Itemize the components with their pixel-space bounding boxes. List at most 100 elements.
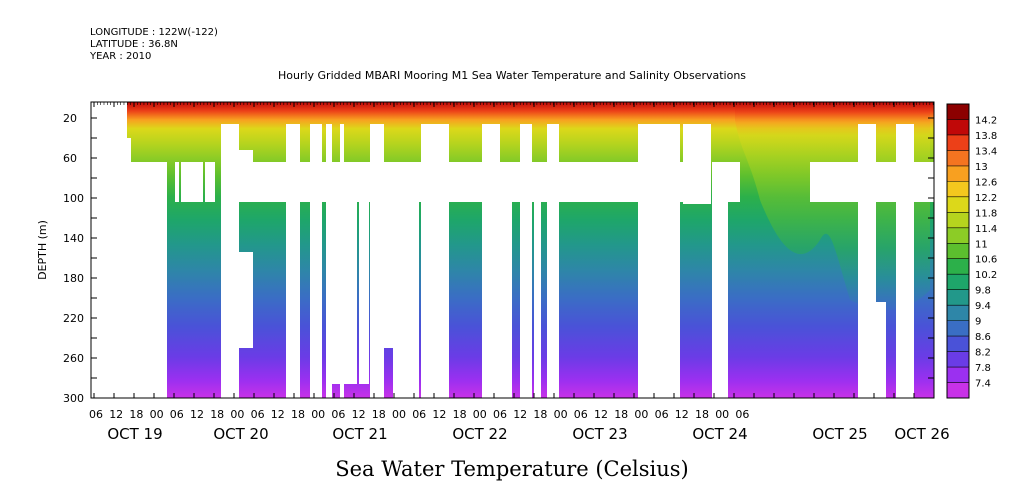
x-tick-label: 06: [655, 408, 669, 421]
colorbar-swatch: [947, 181, 969, 197]
x-day-label: OCT 23: [572, 425, 627, 443]
x-axis: 06 12 18 00 06 12 18 00 06 12 18 00 06 12 18 00 06 12 18 00…: [89, 102, 934, 421]
x-tick-label: 06: [412, 408, 426, 421]
colorbar-swatch: [947, 212, 969, 228]
y-axis: 20 60 100 140 180 220 260 300: [63, 112, 934, 405]
x-tick-label: 00: [150, 408, 164, 421]
y-axis-label: DEPTH (m): [36, 220, 49, 280]
x-tick-label: 18: [129, 408, 143, 421]
colorbar-label: 14.2: [975, 115, 997, 126]
x-tick-label: 06: [251, 408, 265, 421]
colorbar-label: 12.2: [975, 193, 997, 204]
x-tick-label: 00: [230, 408, 244, 421]
colorbar-swatch: [947, 320, 969, 337]
colorbar-label: 11.8: [975, 208, 997, 219]
x-tick-label: 12: [675, 408, 689, 421]
missing-data-gap: [521, 202, 532, 398]
colorbar-swatch: [947, 104, 969, 120]
x-tick-label: 06: [735, 408, 749, 421]
missing-data-gap: [683, 124, 711, 204]
colorbar-swatch: [947, 196, 969, 213]
colorbar-label: 11.4: [975, 224, 997, 235]
colorbar-label: 12.6: [975, 177, 997, 188]
x-tick-label: 00: [473, 408, 487, 421]
x-tick-label: 06: [89, 408, 103, 421]
missing-data-gap: [421, 124, 449, 398]
missing-data-gap: [370, 124, 384, 398]
colorbar-swatch: [947, 119, 969, 135]
colorbar-label: 9.8: [975, 286, 991, 297]
missing-data-gap: [239, 252, 253, 348]
x-tick-label: 18: [614, 408, 628, 421]
colorbar-swatch: [947, 258, 969, 275]
colorbar-swatch: [947, 134, 969, 151]
missing-data-gap: [127, 162, 167, 398]
x-tick-label: 06: [170, 408, 184, 421]
chart-caption: Sea Water Temperature (Celsius): [335, 457, 689, 481]
x-day-label: OCT 20: [213, 425, 268, 443]
y-tick-label: 180: [63, 272, 84, 285]
colorbar-swatch: [947, 227, 969, 244]
y-tick-label: 20: [63, 112, 77, 125]
latitude-label: LATITUDE : 36.8N: [90, 39, 178, 50]
missing-data-gap: [310, 124, 322, 398]
missing-data-gap: [896, 202, 914, 398]
missing-data-gap: [876, 302, 886, 398]
x-day-label: OCT 22: [452, 425, 507, 443]
missing-data-gap: [712, 202, 728, 398]
x-tick-label: 12: [513, 408, 527, 421]
colorbar-swatch: [947, 289, 969, 306]
colorbar-swatch: [947, 150, 969, 166]
missing-data-gap: [205, 162, 215, 202]
missing-data-mask: [91, 102, 934, 398]
y-tick-label: 220: [63, 312, 84, 325]
missing-data-gap: [500, 202, 512, 398]
missing-data-gap: [181, 162, 203, 202]
x-day-label: OCT 26: [894, 425, 949, 443]
x-tick-label: 18: [372, 408, 386, 421]
missing-data-gap: [127, 138, 129, 162]
colorbar-label: 8.2: [975, 348, 991, 359]
x-tick-label: 18: [291, 408, 305, 421]
x-tick-label: 12: [109, 408, 123, 421]
missing-data-gap: [547, 202, 559, 398]
x-tick-label: 12: [594, 408, 608, 421]
x-tick-label: 00: [634, 408, 648, 421]
colorbar-swatch: [947, 351, 969, 368]
colorbar: 7.4 7.8 8.2 8.6 9 9.4 9.8 10.2 10.6 11 11.4 11.8 12.…: [946, 103, 997, 399]
colorbar-label: 7.8: [975, 363, 991, 374]
x-tick-label: 12: [352, 408, 366, 421]
y-tick-label: 100: [63, 192, 84, 205]
missing-data-gap: [384, 202, 394, 348]
y-tick-label: 260: [63, 352, 84, 365]
x-tick-label: 06: [331, 408, 345, 421]
colorbar-label: 13.4: [975, 146, 997, 157]
missing-data-gap: [239, 162, 695, 202]
x-tick-label: 18: [453, 408, 467, 421]
colorbar-swatch: [947, 305, 969, 321]
missing-data-gap: [638, 124, 680, 398]
missing-data-gap: [393, 202, 419, 398]
colorbar-label: 11: [975, 239, 988, 250]
colorbar-label: 7.4: [975, 379, 991, 390]
colorbar-swatch: [947, 165, 969, 182]
colorbar-label: 9.4: [975, 301, 991, 312]
missing-data-gap: [221, 124, 239, 398]
warm-intrusion: [735, 102, 930, 310]
x-day-label: OCT 25: [812, 425, 867, 443]
x-tick-label: 12: [271, 408, 285, 421]
colorbar-swatch: [947, 274, 969, 290]
x-tick-label: 00: [715, 408, 729, 421]
x-tick-label: 06: [493, 408, 507, 421]
colorbar-swatch: [947, 336, 969, 352]
y-tick-label: 140: [63, 232, 84, 245]
y-tick-label: 60: [63, 152, 77, 165]
x-day-label: OCT 24: [692, 425, 747, 443]
missing-data-gap: [482, 124, 500, 398]
missing-data-gap: [175, 162, 179, 202]
x-day-label: OCT 19: [107, 425, 162, 443]
colorbar-swatch: [947, 243, 969, 259]
x-tick-label: 18: [210, 408, 224, 421]
x-tick-label: 00: [311, 408, 325, 421]
